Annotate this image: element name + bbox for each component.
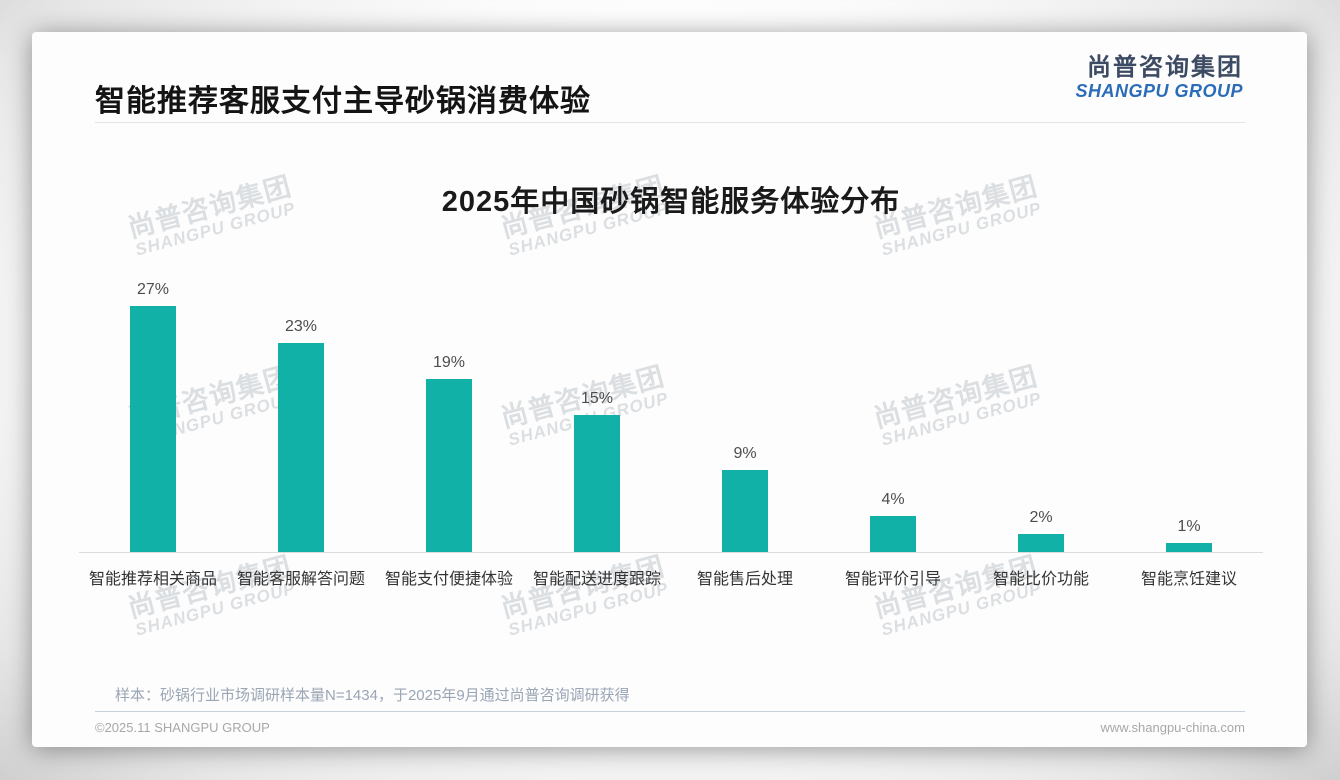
bar — [130, 306, 176, 552]
bar-slot: 4% — [819, 272, 967, 552]
category-label: 智能支付便捷体验 — [384, 571, 513, 588]
bar-slot: 9% — [671, 272, 819, 552]
brand-logo: 尚普咨询集团 SHANGPU GROUP — [1075, 54, 1243, 101]
copyright-text: ©2025.11 SHANGPU GROUP — [95, 720, 270, 735]
category-label: 智能烹饪建议 — [1140, 571, 1237, 588]
x-axis-line — [79, 552, 1263, 553]
slide-card: 尚普咨询集团 SHANGPU GROUP 尚普咨询集团 SHANGPU GROUP … — [32, 32, 1307, 747]
bar — [722, 470, 768, 552]
bar-value-label: 1% — [1177, 518, 1201, 535]
brand-logo-en: SHANGPU GROUP — [1075, 80, 1243, 101]
bar-value-label: 9% — [733, 445, 757, 462]
bar-slot: 15% — [523, 272, 671, 552]
bar-slot: 19% — [375, 272, 523, 552]
bar — [278, 343, 324, 552]
bar-chart: 27% 23% 19% 15% 9% 4% — [79, 272, 1263, 552]
bar-slot: 1% — [1115, 272, 1263, 552]
bar-slot: 27% — [79, 272, 227, 552]
bar-value-label: 19% — [432, 354, 466, 371]
bar — [1166, 543, 1212, 552]
bar-slot: 23% — [227, 272, 375, 552]
bar — [426, 379, 472, 552]
chart-title: 2025年中国砂锅智能服务体验分布 — [441, 186, 901, 218]
bar-value-label: 23% — [284, 318, 318, 335]
bar-value-label: 27% — [136, 281, 170, 298]
bar-value-label: 2% — [1029, 509, 1053, 526]
bar — [870, 516, 916, 552]
watermark: 尚普咨询集团 SHANGPU GROUP — [487, 549, 682, 643]
category-label: 智能比价功能 — [992, 571, 1089, 588]
header-divider — [95, 122, 1245, 123]
sample-note: 样本：砂锅行业市场调研样本量N=1434，于2025年9月通过尚普咨询调研获得 — [115, 687, 630, 704]
category-label: 智能推荐相关商品 — [88, 571, 217, 588]
category-label: 智能评价引导 — [844, 571, 941, 588]
footer: ©2025.11 SHANGPU GROUP www.shangpu-china… — [95, 720, 1245, 735]
watermark: 尚普咨询集团 SHANGPU GROUP — [114, 549, 309, 643]
bar-slot: 2% — [967, 272, 1115, 552]
bar-value-label: 15% — [580, 390, 614, 407]
category-label: 智能配送进度跟踪 — [532, 571, 661, 588]
watermark: 尚普咨询集团 SHANGPU GROUP — [860, 549, 1055, 643]
bar-value-label: 4% — [881, 491, 905, 508]
page-title: 智能推荐客服支付主导砂锅消费体验 — [95, 85, 591, 118]
category-label: 智能客服解答问题 — [236, 571, 365, 588]
website-text: www.shangpu-china.com — [1100, 720, 1245, 735]
footer-divider — [95, 711, 1245, 712]
bar — [574, 415, 620, 552]
category-axis: 智能推荐相关商品 智能客服解答问题 智能支付便捷体验 智能配送进度跟踪 智能售后… — [79, 565, 1263, 589]
category-label: 智能售后处理 — [696, 571, 793, 588]
brand-logo-cn: 尚普咨询集团 — [1087, 54, 1243, 81]
bar — [1018, 534, 1064, 552]
